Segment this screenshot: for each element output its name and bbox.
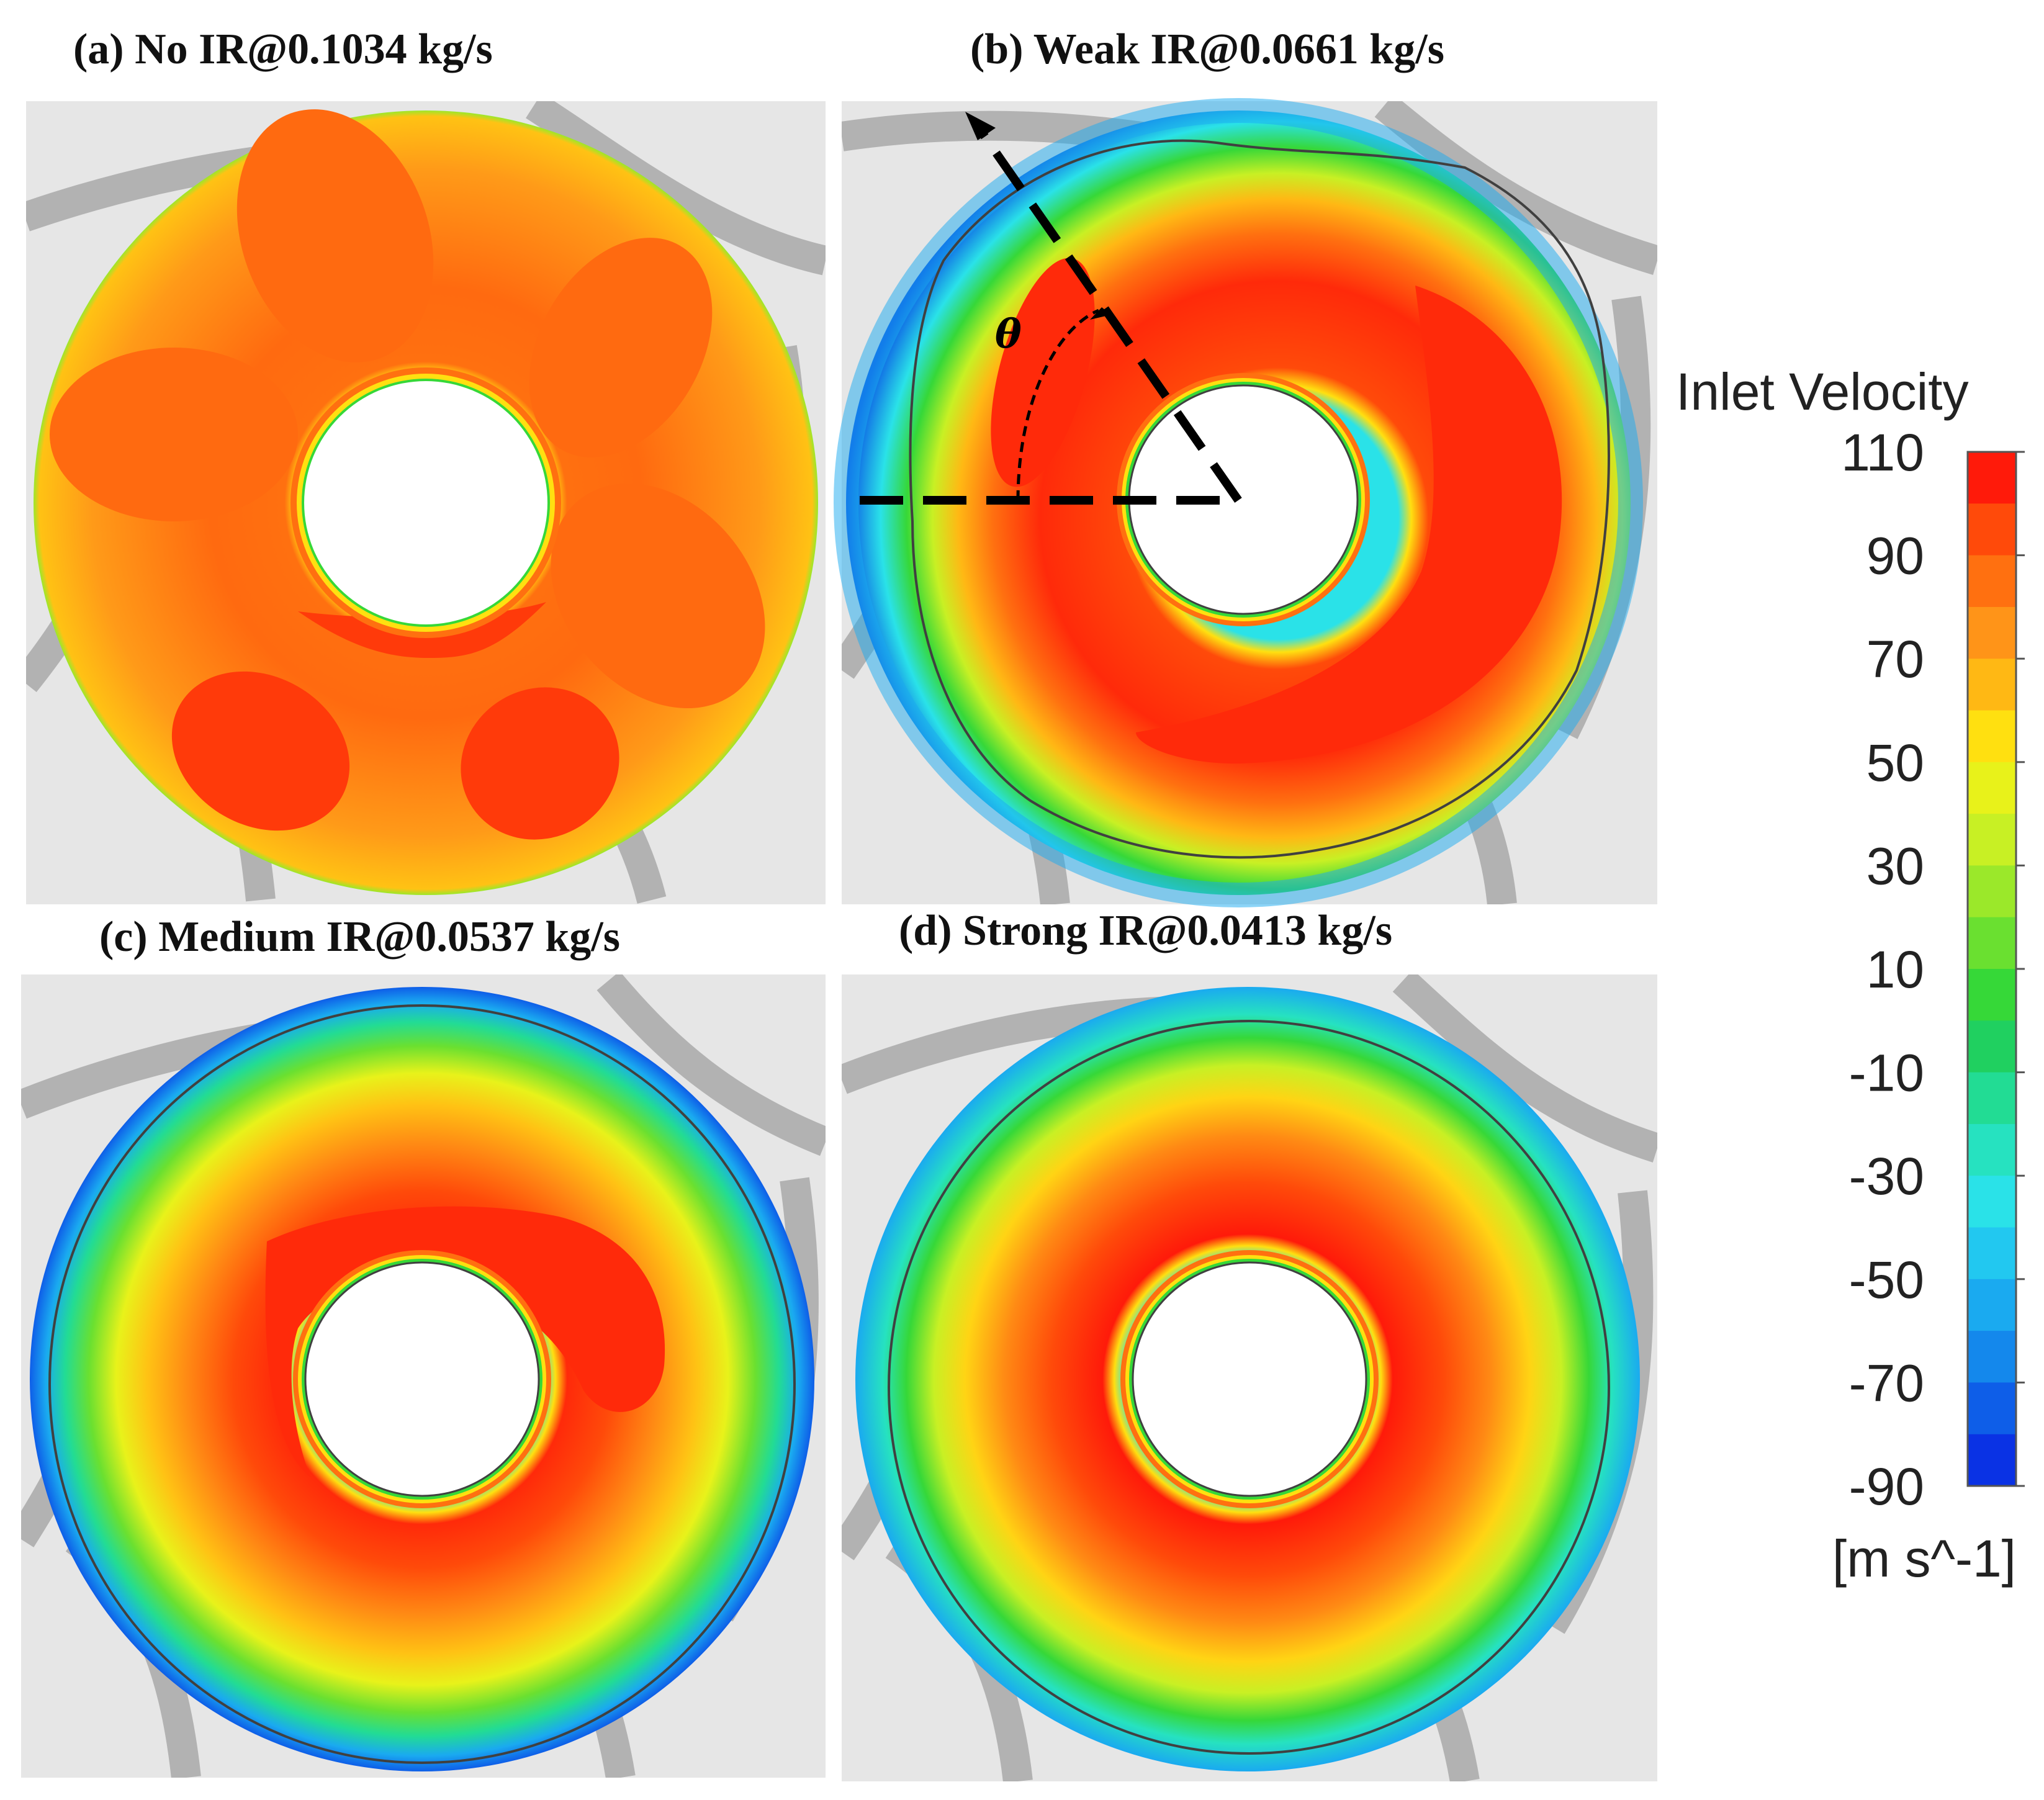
colorbar-tick-label: 110 xyxy=(1841,423,1924,482)
colorbar-band xyxy=(1968,1020,2016,1073)
colorbar-band xyxy=(1968,503,2016,556)
direction-axis-line xyxy=(979,130,1242,503)
panel-b-hub xyxy=(1128,384,1359,615)
panel-c-zero-velocity-isoline xyxy=(48,1004,796,1764)
colorbar-band xyxy=(1968,1227,2016,1280)
colorbar-band xyxy=(1968,1072,2016,1125)
colorbar-tick-label: -90 xyxy=(1849,1457,1924,1516)
colorbar-tick-label: 50 xyxy=(1866,734,1924,792)
colorbar-tick-label: -70 xyxy=(1849,1354,1924,1412)
panel-d: (d) Strong IR@0.0413 kg/s xyxy=(842,907,1657,1781)
colorbar-band xyxy=(1968,814,2016,866)
colorbar-title: Inlet Velocity xyxy=(1676,362,1969,421)
colorbar-band xyxy=(1968,1382,2016,1435)
colorbar-band xyxy=(1968,969,2016,1021)
panel-a-title: (a) No IR@0.1034 kg/s xyxy=(73,25,493,73)
panel-b-angle-annotation: θ xyxy=(860,112,1242,505)
colorbar-band xyxy=(1968,659,2016,711)
panel-a-high-velocity-lobes xyxy=(50,109,765,709)
angle-arc xyxy=(1016,308,1099,501)
colorbar-band xyxy=(1968,1331,2016,1383)
colorbar-band xyxy=(1968,710,2016,763)
colorbar-tick-label: -50 xyxy=(1849,1251,1924,1309)
colorbar: Inlet Velocity 110 90 70 50 30 10 -10 -30 -50 -70… xyxy=(1676,362,2025,1588)
colorbar-band xyxy=(1968,555,2016,608)
colorbar-tick-label: 30 xyxy=(1866,837,1924,895)
colorbar-ticks: 110 90 70 50 30 10 -10 -30 -50 -70 -90 xyxy=(1841,423,2025,1516)
colorbar-tick-label: -10 xyxy=(1849,1044,1924,1102)
panel-d-title: (d) Strong IR@0.0413 kg/s xyxy=(899,907,1392,955)
colorbar-band xyxy=(1968,1434,2016,1487)
panel-c-title: (c) Medium IR@0.0537 kg/s xyxy=(99,913,620,961)
colorbar-band xyxy=(1968,452,2016,504)
panel-a-hub xyxy=(304,381,547,624)
colorbar-tick-label: 10 xyxy=(1866,940,1924,999)
angle-theta-label: θ xyxy=(995,311,1022,358)
panel-b-zero-velocity-isoline xyxy=(909,139,1610,859)
colorbar-tick-label: 90 xyxy=(1866,527,1924,585)
panel-c: (c) Medium IR@0.0537 kg/s xyxy=(21,913,826,1778)
colorbar-band xyxy=(1968,1123,2016,1176)
colorbar-band xyxy=(1968,1176,2016,1228)
colorbar-unit: [m s^-1] xyxy=(1832,1529,2016,1588)
panel-a: (a) No IR@0.1034 kg/s xyxy=(26,25,826,904)
colorbar-band xyxy=(1968,762,2016,814)
panel-b-title: (b) Weak IR@0.0661 kg/s xyxy=(970,25,1444,73)
colorbar-tick-label: 70 xyxy=(1866,630,1924,688)
direction-arrowhead xyxy=(965,112,996,140)
panel-b: (b) Weak IR@0.0661 kg/s θ xyxy=(834,25,1657,907)
colorbar-tick-label: -30 xyxy=(1849,1147,1924,1205)
colorbar-band xyxy=(1968,865,2016,918)
panel-d-zero-velocity-isoline xyxy=(888,1020,1610,1755)
colorbar-band xyxy=(1968,917,2016,970)
colorbar-bands xyxy=(1968,452,2016,1487)
panel-d-hub xyxy=(1132,1261,1367,1497)
panel-c-hub xyxy=(304,1261,540,1497)
colorbar-band xyxy=(1968,606,2016,659)
colorbar-band xyxy=(1968,1279,2016,1331)
